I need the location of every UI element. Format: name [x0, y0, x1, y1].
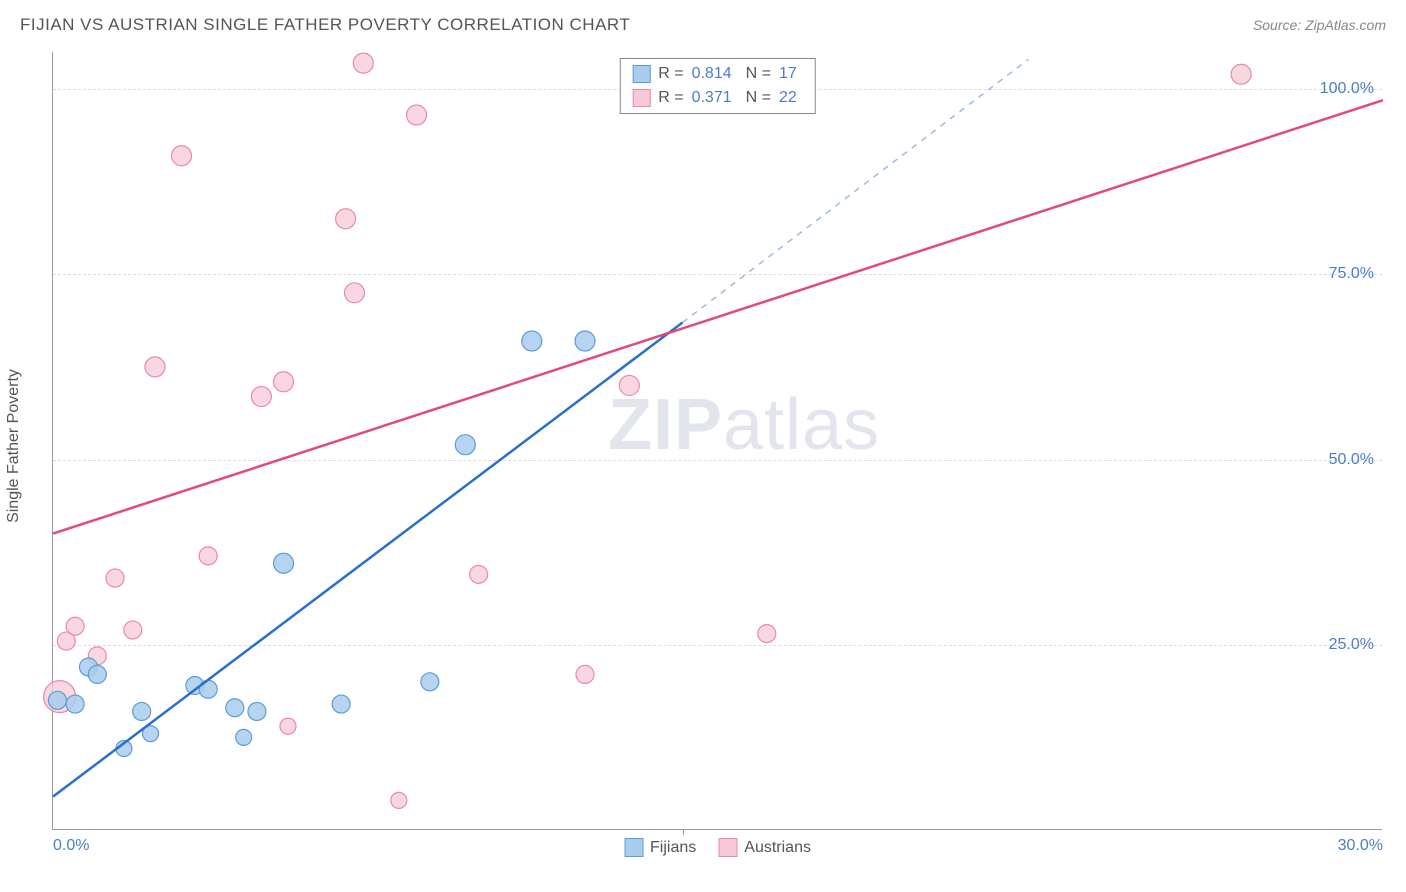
scatter-point — [274, 372, 294, 392]
scatter-point — [280, 718, 296, 734]
stats-n-value: 17 — [779, 62, 797, 86]
plot-svg — [53, 52, 1382, 829]
scatter-point — [421, 673, 439, 691]
scatter-point — [455, 435, 475, 455]
scatter-point — [124, 621, 142, 639]
scatter-point — [576, 665, 594, 683]
legend-swatch — [624, 838, 643, 857]
scatter-point — [575, 331, 595, 351]
scatter-point — [236, 729, 252, 745]
x-tick-mark — [683, 829, 684, 835]
scatter-point — [199, 680, 217, 698]
scatter-point — [353, 53, 373, 73]
stats-n-value: 22 — [779, 86, 797, 110]
scatter-point — [1231, 64, 1251, 84]
regression-line — [53, 100, 1383, 533]
chart-header: FIJIAN VS AUSTRIAN SINGLE FATHER POVERTY… — [20, 10, 1386, 40]
stats-r-label: R = — [658, 62, 683, 86]
stats-r-label: R = — [658, 86, 683, 110]
stats-r-value: 0.371 — [692, 86, 732, 110]
scatter-point — [251, 387, 271, 407]
stats-box: R = 0.814 N = 17 R = 0.371 N = 22 — [619, 58, 816, 114]
legend-label: Fijians — [650, 839, 696, 857]
scatter-point — [407, 105, 427, 125]
legend-item: Austrians — [718, 838, 811, 857]
scatter-point — [470, 565, 488, 583]
scatter-point — [344, 283, 364, 303]
legend-swatch — [632, 65, 650, 83]
stats-row: R = 0.814 N = 17 — [632, 62, 803, 86]
chart-source: Source: ZipAtlas.com — [1253, 17, 1386, 33]
scatter-point — [133, 702, 151, 720]
legend-swatch — [632, 89, 650, 107]
scatter-point — [336, 209, 356, 229]
legend-label: Austrians — [744, 839, 811, 857]
plot-area: 25.0%50.0%75.0%100.0% ZIPatlas R =0.814N… — [52, 52, 1382, 830]
scatter-point — [48, 691, 66, 709]
stats-n-label: N = — [746, 62, 771, 86]
chart-title: FIJIAN VS AUSTRIAN SINGLE FATHER POVERTY… — [20, 15, 630, 35]
scatter-point — [332, 695, 350, 713]
y-axis-label: Single Father Poverty — [5, 369, 23, 523]
bottom-legend: Fijians Austrians — [624, 838, 811, 857]
stats-row: R = 0.371 N = 22 — [632, 86, 803, 110]
scatter-point — [145, 357, 165, 377]
legend-swatch — [718, 838, 737, 857]
stats-r-value: 0.814 — [692, 62, 732, 86]
scatter-point — [88, 665, 106, 683]
scatter-point — [619, 375, 639, 395]
scatter-point — [522, 331, 542, 351]
x-tick-label: 0.0% — [53, 837, 89, 855]
scatter-point — [66, 617, 84, 635]
stats-n-label: N = — [746, 86, 771, 110]
scatter-point — [66, 695, 84, 713]
scatter-point — [758, 625, 776, 643]
scatter-point — [248, 702, 266, 720]
scatter-point — [106, 569, 124, 587]
legend-item: Fijians — [624, 838, 696, 857]
scatter-point — [172, 146, 192, 166]
scatter-point — [199, 547, 217, 565]
scatter-point — [274, 553, 294, 573]
x-tick-label: 30.0% — [1338, 837, 1383, 855]
regression-line — [53, 322, 683, 796]
scatter-point — [391, 792, 407, 808]
scatter-point — [226, 699, 244, 717]
